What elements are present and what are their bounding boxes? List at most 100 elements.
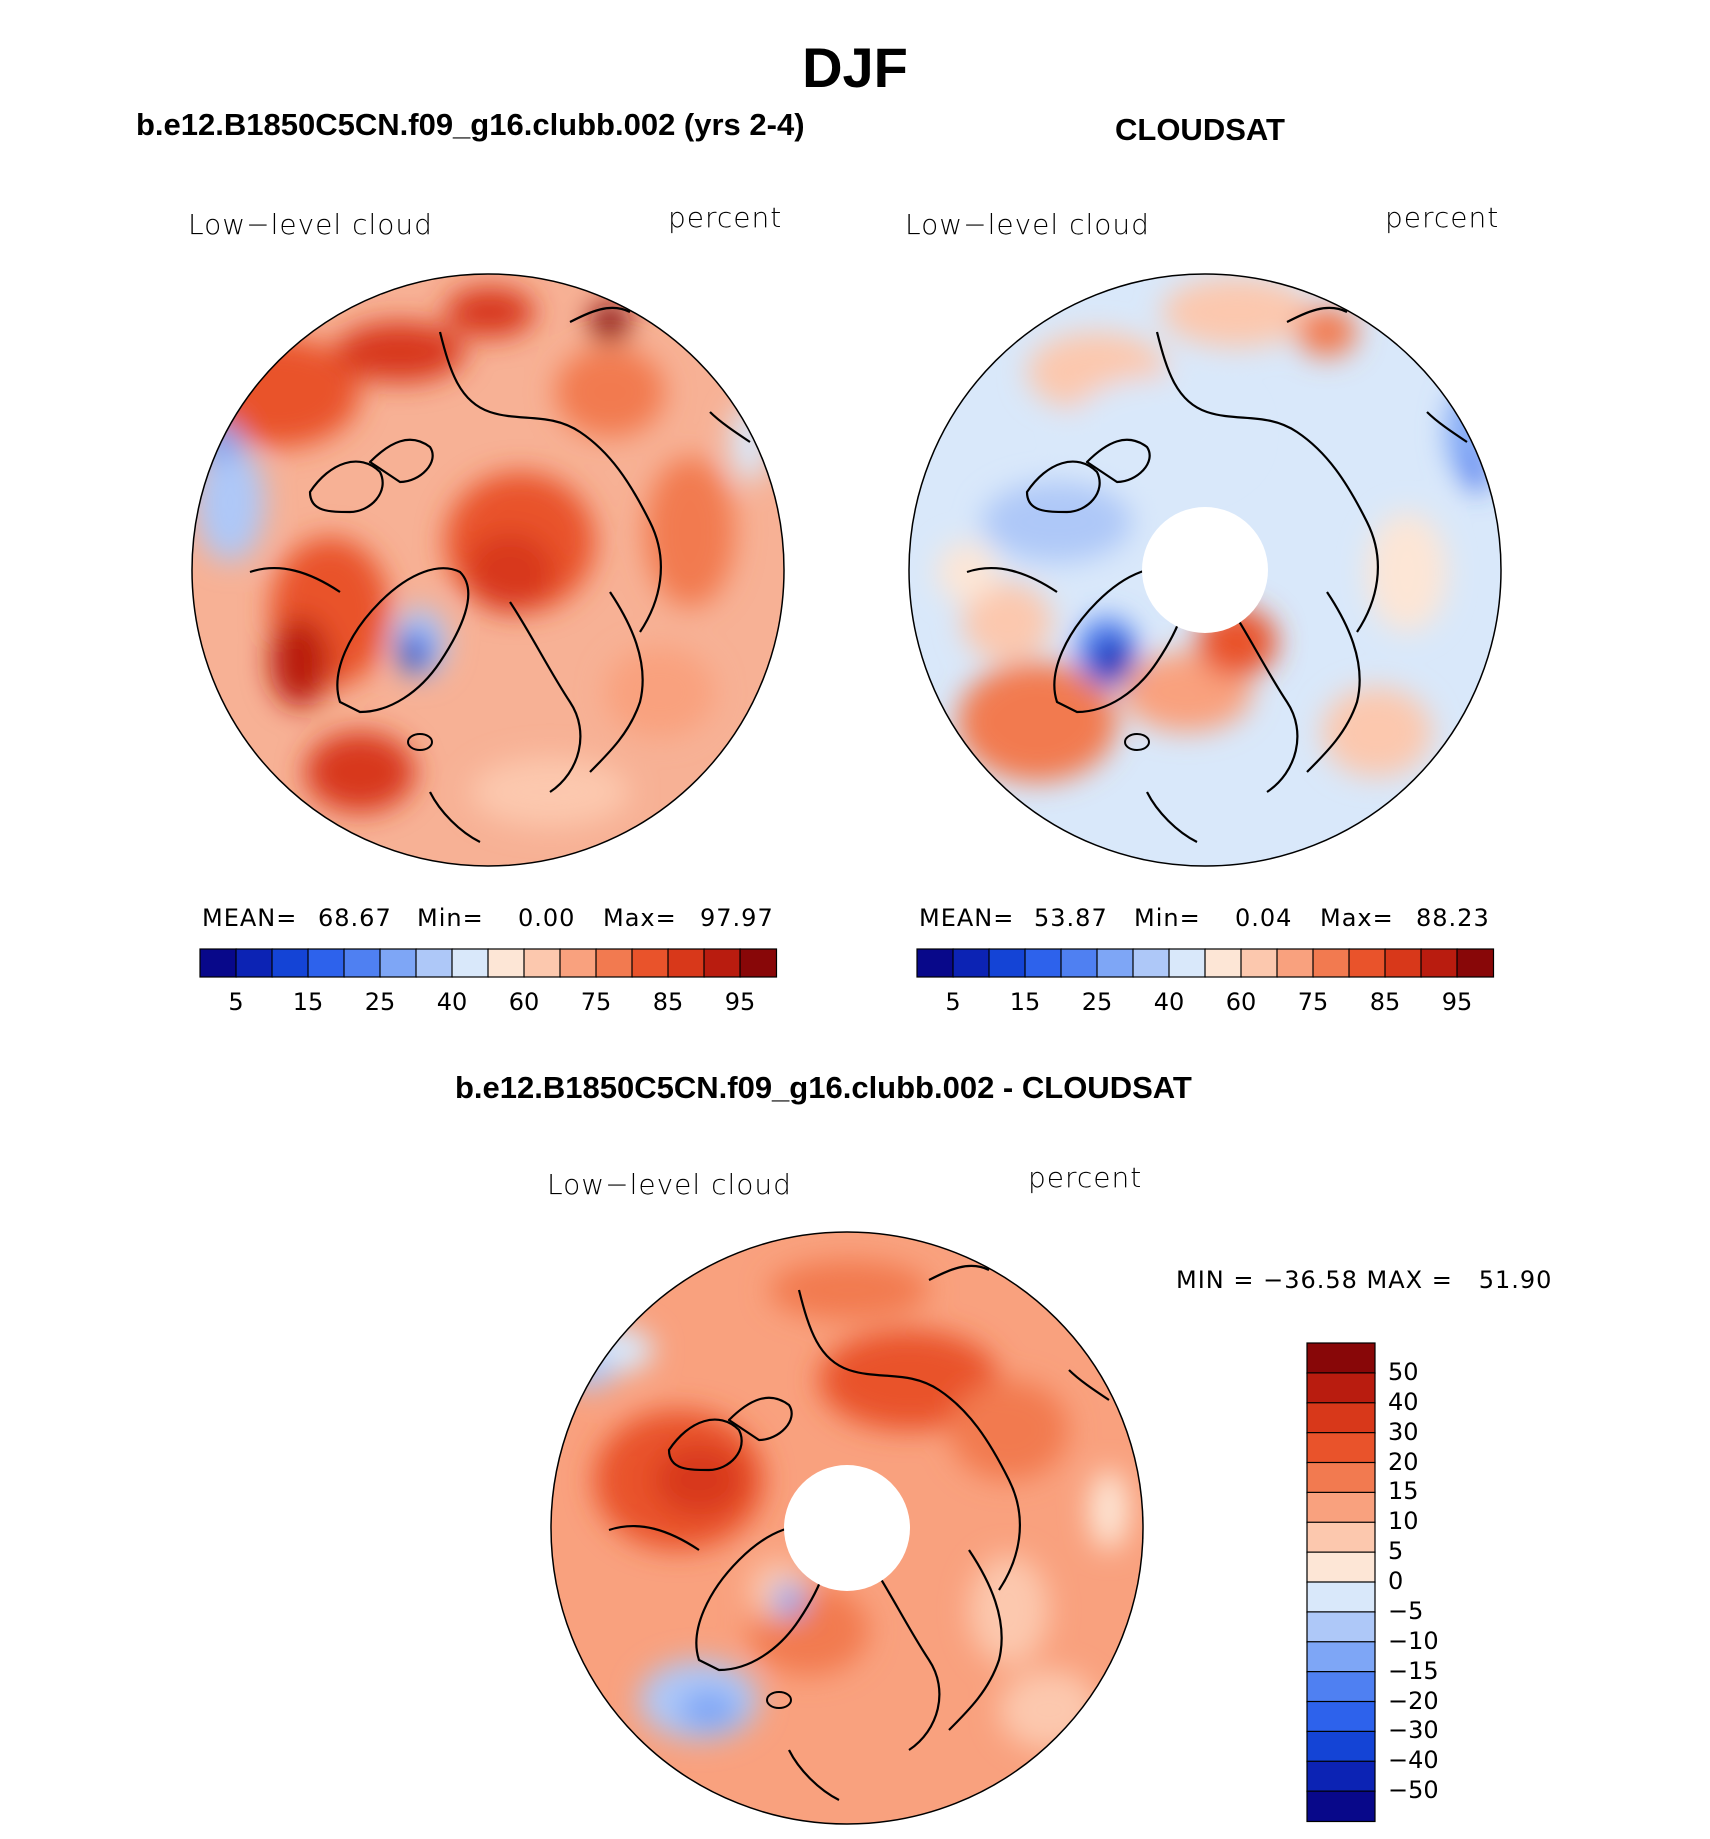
- colorbar-box: [1420, 948, 1459, 978]
- contour-region: [200, 422, 240, 462]
- model-max-label: Max=: [603, 904, 677, 932]
- colorbar-box: [487, 948, 526, 978]
- coastline: [948, 1549, 1003, 1731]
- map-border: [908, 273, 1502, 867]
- colorbar-tick-label: 5: [1388, 1537, 1404, 1566]
- colorbar-tick-label: 15: [1388, 1477, 1419, 1506]
- model-colorbar-ticks: 5 15 25 40 60 75 85 95: [200, 988, 776, 1018]
- colorbar-box: [1312, 948, 1351, 978]
- contour-region: [1067, 377, 1247, 487]
- colorbar-box: [559, 948, 598, 978]
- colorbar-tick-label: 0: [1388, 1567, 1404, 1595]
- contour-region: [305, 732, 415, 812]
- coastline: [1155, 331, 1379, 633]
- colorbar-box: [1306, 1402, 1376, 1434]
- colorbar-box: [1384, 948, 1423, 978]
- colorbar-box: [631, 948, 670, 978]
- diff-colorbar: [1306, 1342, 1376, 1823]
- colorbar-box: [988, 948, 1027, 978]
- colorbar-tick-label: 95: [724, 988, 756, 1016]
- contour-region: [465, 532, 555, 612]
- colorbar-box: [343, 948, 382, 978]
- contour-region: [555, 347, 665, 437]
- obs-max-value: 88.23: [1416, 904, 1490, 932]
- contour-region: [1367, 512, 1447, 632]
- contour-region: [774, 1582, 804, 1618]
- contour-region: [1094, 637, 1130, 683]
- coastline: [797, 1289, 1021, 1591]
- diff-min-max-label: MIN = −36.58 MAX = 51.90: [1176, 1266, 1553, 1294]
- colorbar-box: [1456, 948, 1495, 978]
- colorbar-box: [1306, 1491, 1376, 1524]
- figure-title: DJF: [802, 36, 908, 99]
- colorbar-tick-label: 50: [1388, 1357, 1419, 1386]
- colorbar-box: [307, 948, 346, 978]
- contour-region: [999, 1670, 1099, 1750]
- colorbar-tick-label: −40: [1388, 1746, 1439, 1775]
- contour-region: [590, 302, 630, 342]
- colorbar-tick-label: −20: [1388, 1686, 1439, 1715]
- colorbar-box: [379, 948, 418, 978]
- colorbar-box: [1306, 1700, 1376, 1733]
- colorbar-tick-label: 60: [1225, 988, 1257, 1016]
- colorbar-box: [271, 948, 310, 978]
- colorbar-tick-label: 40: [436, 988, 468, 1016]
- contour-region: [645, 457, 735, 607]
- colorbar-tick-label: 75: [580, 988, 612, 1016]
- colorbar-box: [1348, 948, 1387, 978]
- colorbar-box: [1240, 948, 1279, 978]
- coastline: [308, 460, 384, 514]
- colorbar-box: [1306, 1581, 1376, 1613]
- colorbar-box: [1132, 948, 1171, 978]
- colorbar-tick-label: 40: [1153, 988, 1185, 1016]
- colorbar-box: [235, 948, 274, 978]
- coastline: [336, 567, 470, 714]
- colorbar-box: [1306, 1760, 1376, 1793]
- colorbar-box: [703, 948, 742, 978]
- pole-hole: [1142, 507, 1268, 633]
- coastline: [368, 438, 434, 484]
- coastline: [608, 1525, 700, 1551]
- colorbar-box: [1306, 1790, 1376, 1823]
- coastline: [429, 791, 481, 843]
- colorbar-box: [1204, 948, 1243, 978]
- contour-region: [654, 1445, 744, 1515]
- contour-region: [1162, 277, 1312, 347]
- colorbar-box: [595, 948, 634, 978]
- model-units-label: percent: [668, 201, 783, 234]
- colorbar-tick-label: 15: [292, 988, 324, 1016]
- colorbar-box: [1168, 948, 1207, 978]
- colorbar-box: [1060, 948, 1099, 978]
- colorbar-tick-label: 25: [1081, 988, 1113, 1016]
- obs-units-label: percent: [1385, 201, 1500, 234]
- colorbar-tick-label: 60: [508, 988, 540, 1016]
- contour-region: [819, 1330, 999, 1430]
- coastline: [249, 567, 341, 593]
- colorbar-box: [1306, 1461, 1376, 1494]
- diff-units-label: percent: [1028, 1161, 1143, 1194]
- diff-variable-label: Low−level cloud: [547, 1168, 792, 1201]
- colorbar-box: [523, 948, 562, 978]
- colorbar-box: [1306, 1611, 1376, 1643]
- contour-region: [1297, 307, 1357, 357]
- diff-panel-title: b.e12.B1850C5CN.f09_g16.clubb.002 - CLOU…: [455, 1070, 1192, 1105]
- obs-min-label: Min=: [1134, 904, 1201, 932]
- contour-region: [679, 1690, 739, 1730]
- colorbar-box: [952, 948, 991, 978]
- contour-region: [1322, 687, 1432, 777]
- colorbar-tick-label: −15: [1388, 1656, 1439, 1685]
- obs-panel-title: CLOUDSAT: [1115, 112, 1285, 147]
- colorbar-tick-label: 10: [1388, 1507, 1419, 1536]
- contour-region: [403, 644, 421, 670]
- diff-colorbar-ticks: 50 40 30 20 15 10 5 0 −5 −10 −15 −20 −30 −40 −50: [1388, 1343, 1498, 1823]
- colorbar-tick-label: 85: [652, 988, 684, 1016]
- obs-variable-label: Low−level cloud: [905, 208, 1150, 241]
- coastline: [1025, 460, 1101, 514]
- coastline: [407, 733, 433, 751]
- pole-hole: [784, 1465, 910, 1591]
- coastline: [667, 1418, 743, 1472]
- contour-region: [769, 1260, 929, 1320]
- coastline: [589, 591, 644, 773]
- coastline: [438, 331, 662, 633]
- model-colorbar: [199, 948, 778, 978]
